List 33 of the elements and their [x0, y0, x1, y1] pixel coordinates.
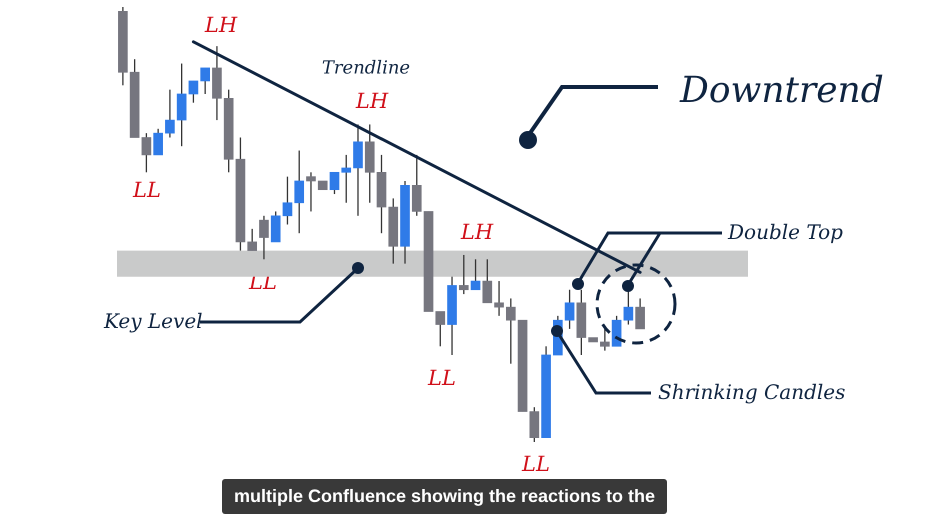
- candlestick: [482, 258, 492, 304]
- candlestick: [494, 280, 504, 316]
- candlestick: [188, 80, 198, 104]
- annotation: LH: [356, 89, 388, 113]
- candlestick: [330, 172, 340, 195]
- candlestick: [600, 328, 610, 352]
- candlestick: [306, 172, 316, 212]
- text: Shrinking Candles: [658, 380, 846, 404]
- candlestick: [435, 310, 446, 347]
- candlestick: [458, 254, 469, 295]
- candlestick: [564, 289, 574, 330]
- candlestick: [200, 67, 210, 95]
- candlestick: [259, 215, 269, 260]
- text: LL: [522, 452, 550, 476]
- candlestick: [165, 89, 175, 138]
- annotation: LL: [133, 178, 161, 202]
- candlestick: [247, 228, 258, 252]
- annotation: LL: [428, 366, 456, 390]
- annotation: LH: [204, 13, 238, 37]
- candlestick: [506, 298, 516, 364]
- annotation: Key Level: [104, 309, 203, 333]
- annotation: Trendline: [322, 58, 410, 78]
- annotation: LH: [460, 220, 494, 244]
- candlestick: [294, 150, 304, 234]
- candlestick: [153, 128, 163, 156]
- candlestick: [635, 298, 645, 330]
- candlestick: [341, 154, 352, 204]
- text: Double Top: [728, 220, 843, 244]
- candlestick: [282, 176, 292, 226]
- candlestick: [470, 258, 480, 290]
- text: multiple Confluence showing the reactions to the: [222, 479, 668, 514]
- text: Downtrend: [680, 70, 884, 111]
- candlestick: [142, 132, 152, 173]
